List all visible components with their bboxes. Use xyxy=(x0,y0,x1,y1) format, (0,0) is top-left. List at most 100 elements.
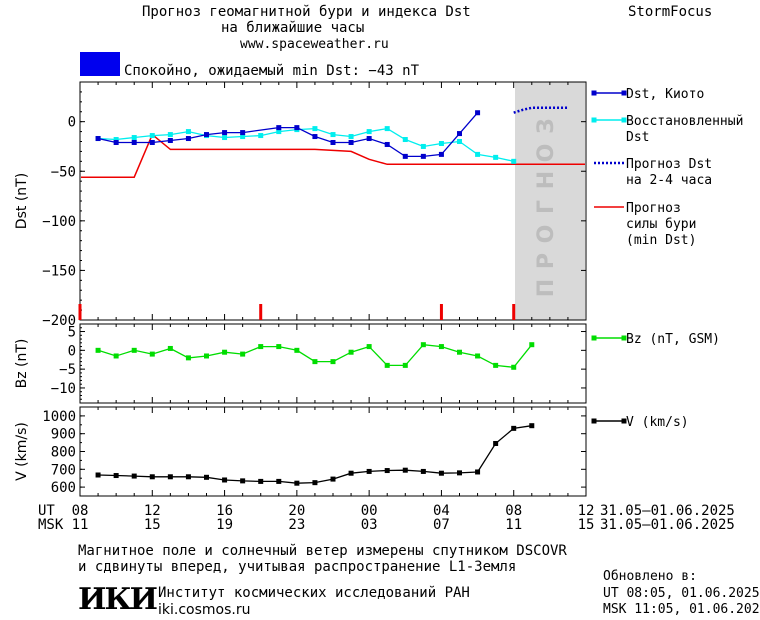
data-point-speed xyxy=(312,480,318,486)
institute-name: Институт космических исследований РАН xyxy=(158,585,470,601)
data-point-dst-kyoto xyxy=(149,139,155,145)
forecast-label-letter: П xyxy=(534,279,559,297)
legend-marker-bz xyxy=(591,335,597,341)
data-point-bz xyxy=(276,344,282,350)
y-tick-label-dst: −150 xyxy=(42,263,76,279)
y-tick-label-bz: −5 xyxy=(59,362,76,378)
data-point-bz xyxy=(312,359,318,365)
series-line-dst-reconstructed xyxy=(98,127,514,162)
data-point-speed xyxy=(438,470,444,476)
data-point-dst-reconstructed xyxy=(113,137,119,143)
legend-label-dst-kyoto: Dst, Киото xyxy=(626,87,704,102)
ut-tick-label: 12 xyxy=(578,503,595,519)
data-point-dst-reconstructed xyxy=(402,137,408,143)
data-point-speed xyxy=(95,472,101,478)
ut-tick-label: 20 xyxy=(288,503,305,519)
data-point-bz xyxy=(330,359,336,365)
ut-range: 31.05–01.06.2025 xyxy=(600,503,735,519)
data-point-dst-reconstructed xyxy=(420,143,426,149)
data-point-speed xyxy=(330,476,336,482)
data-point-dst-kyoto xyxy=(204,132,209,138)
msk-tick-label: 11 xyxy=(72,517,89,533)
data-point-bz xyxy=(457,349,462,355)
forecast-label-letter: О xyxy=(534,225,559,244)
data-point-dst-kyoto xyxy=(457,131,462,137)
data-point-bz xyxy=(258,344,264,350)
data-point-dst-reconstructed xyxy=(149,133,155,139)
measurement-note-line1: Магнитное поле и солнечный ветер измерен… xyxy=(78,543,567,559)
data-point-speed xyxy=(131,473,137,479)
data-point-speed xyxy=(420,468,426,474)
forecast-zone xyxy=(515,82,585,320)
forecast-label-letter: Н xyxy=(534,171,559,189)
legend-label-speed: V (km/s) xyxy=(626,415,689,430)
data-point-bz xyxy=(348,349,354,355)
y-tick-label-speed: 700 xyxy=(51,462,76,478)
msk-tick-label: 11 xyxy=(505,517,522,533)
page-title: Прогноз геомагнитной бури и индекса Dst xyxy=(142,4,471,20)
data-point-dst-reconstructed xyxy=(384,126,390,132)
data-point-dst-reconstructed xyxy=(457,139,462,144)
legend-label-dst-forecast: на 2-4 часа xyxy=(626,173,712,188)
data-point-speed xyxy=(348,470,354,476)
y-tick-label-dst: −200 xyxy=(42,313,76,329)
data-point-speed xyxy=(294,480,300,486)
data-point-dst-kyoto xyxy=(113,139,119,145)
data-point-bz xyxy=(475,353,481,359)
data-point-dst-reconstructed xyxy=(258,133,264,139)
msk-tick-label: 03 xyxy=(361,517,378,533)
data-point-speed xyxy=(240,478,246,484)
data-point-dst-reconstructed xyxy=(348,134,354,140)
data-point-dst-kyoto xyxy=(167,138,173,144)
data-point-bz xyxy=(113,353,119,359)
data-point-speed xyxy=(276,478,282,484)
y-tick-label-dst: −50 xyxy=(51,164,76,180)
data-point-dst-kyoto xyxy=(330,139,336,145)
legend-label-bz: Bz (nT, GSM) xyxy=(626,332,720,347)
data-point-bz xyxy=(438,344,444,350)
legend-label-min-dst: (min Dst) xyxy=(626,233,696,248)
data-point-bz xyxy=(511,364,517,370)
data-point-speed xyxy=(402,467,408,473)
y-tick-label-dst: −100 xyxy=(42,214,76,230)
panel-frame-speed xyxy=(79,406,587,497)
data-point-bz xyxy=(420,342,426,348)
data-point-dst-reconstructed xyxy=(131,135,137,141)
data-point-dst-reconstructed xyxy=(511,158,517,164)
legend-label-dst-reconstructed: Dst xyxy=(626,130,649,145)
data-point-bz xyxy=(149,351,155,357)
y-axis-label-speed: V (km/s) xyxy=(14,422,30,481)
data-point-dst-kyoto xyxy=(475,110,481,116)
legend-label-dst-reconstructed: Восстановленный xyxy=(626,114,743,129)
series-line-min-dst xyxy=(81,133,585,178)
y-tick-label-speed: 900 xyxy=(51,427,76,443)
page-title-line2: на ближайшие часы xyxy=(221,20,365,36)
data-point-dst-reconstructed xyxy=(366,129,372,135)
series-line-speed xyxy=(98,425,532,484)
data-point-dst-kyoto xyxy=(240,130,246,136)
data-point-bz xyxy=(204,353,209,359)
data-point-dst-reconstructed xyxy=(475,151,481,157)
data-point-speed xyxy=(457,470,462,476)
data-point-dst-reconstructed xyxy=(240,134,246,140)
y-axis-label-bz: Bz (nT) xyxy=(14,339,30,389)
data-point-dst-kyoto xyxy=(402,153,408,159)
data-point-dst-kyoto xyxy=(312,134,318,140)
msk-tick-label: 15 xyxy=(578,517,595,533)
institute-url[interactable]: iki.cosmos.ru xyxy=(158,602,251,618)
ut-tick-label: 08 xyxy=(505,503,522,519)
data-point-speed xyxy=(384,468,390,474)
iki-logo: ИКИ xyxy=(78,582,158,617)
data-point-bz xyxy=(95,347,101,353)
updated-label: Обновлено в: xyxy=(603,569,697,584)
legend-marker-speed xyxy=(621,418,627,424)
msk-tick-label: 15 xyxy=(144,517,161,533)
data-point-speed xyxy=(167,474,173,480)
site-url[interactable]: www.spaceweather.ru xyxy=(240,37,389,52)
data-point-dst-reconstructed xyxy=(222,135,228,141)
data-point-bz xyxy=(131,347,137,353)
status-text: Спокойно, ожидаемый min Dst: −43 nT xyxy=(124,63,420,79)
ut-tick-label: 00 xyxy=(361,503,378,519)
data-point-bz xyxy=(240,351,246,357)
measurement-note-line2: и сдвинуты вперед, учитывая распростране… xyxy=(78,559,517,575)
